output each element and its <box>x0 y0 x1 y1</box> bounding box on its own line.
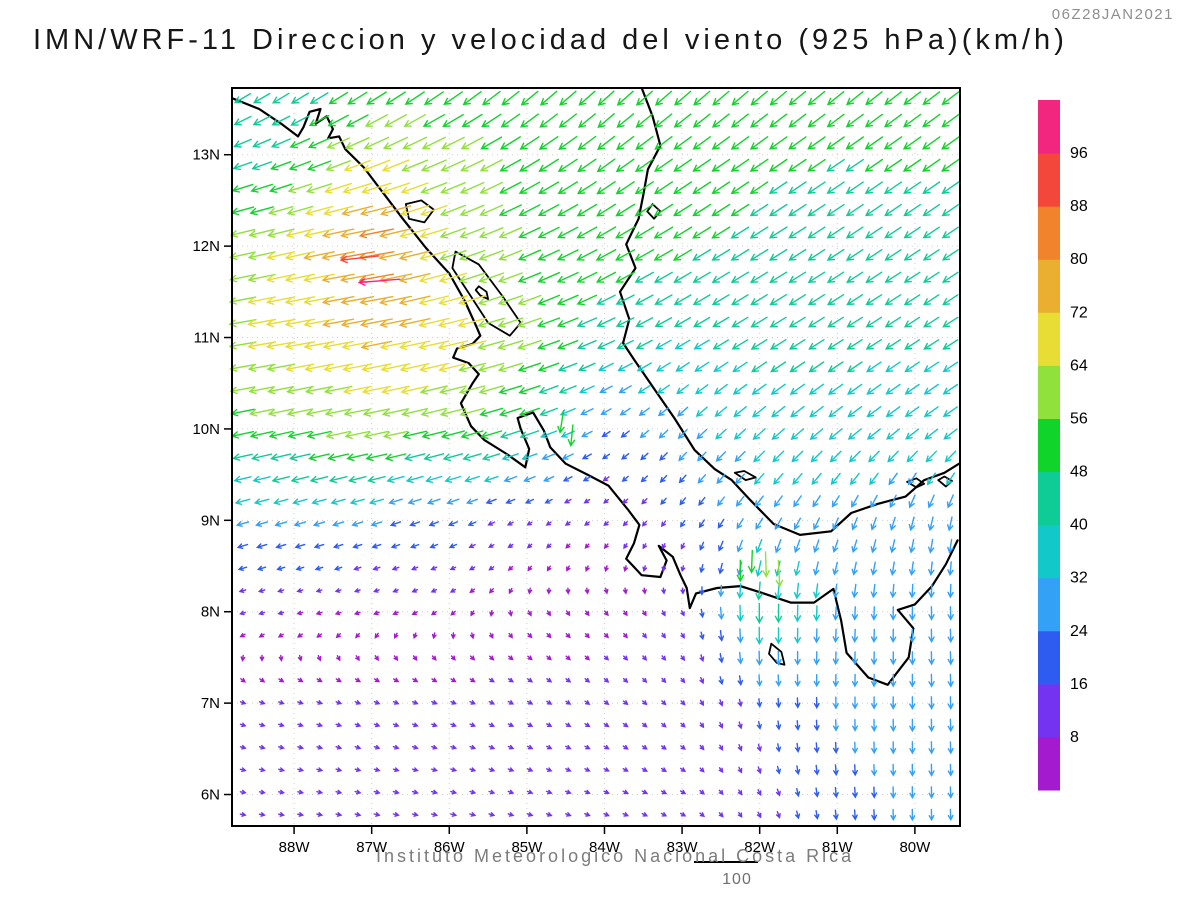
lon-tick-label: 88W <box>279 839 311 856</box>
colorbar-segment <box>1038 153 1060 207</box>
colorbar-segment <box>1038 524 1060 579</box>
colorbar-segment <box>1038 736 1060 791</box>
reference-vector-label: 100 <box>722 871 752 888</box>
axis-ticks-and-labels: 13N 12N 11N 10N 9N 8N 7N 6N 88W 87W 86W 85W 84W 83W 82… <box>192 147 931 856</box>
lon-tick-label: 86W <box>434 839 466 856</box>
colorbar-label: 56 <box>1070 411 1088 428</box>
colorbar-label: 16 <box>1070 676 1088 693</box>
lat-tick-label: 7N <box>201 695 220 712</box>
map-border <box>231 87 961 827</box>
colorbar-label: 8 <box>1070 729 1079 746</box>
chart-title: IMN/WRF-11 Direccion y velocidad del vie… <box>33 24 1068 56</box>
colorbar-label: 88 <box>1070 198 1088 215</box>
colorbar-segment <box>1038 577 1060 632</box>
lon-tick-label: 83W <box>667 839 699 856</box>
wind-vectors <box>228 90 960 822</box>
lon-tick-label: 81W <box>822 839 854 856</box>
colorbar-segment <box>1038 471 1060 526</box>
colorbar-segment <box>1038 365 1060 419</box>
colorbar-segment <box>1038 100 1060 154</box>
lat-tick-label: 11N <box>194 330 220 347</box>
colorbar-segment <box>1038 418 1060 473</box>
lat-tick-label: 6N <box>201 787 220 804</box>
valid-time-label: 06Z28JAN2021 <box>1051 6 1174 23</box>
lat-tick-label: 9N <box>201 512 220 529</box>
lon-tick-label: 80W <box>899 839 931 856</box>
colorbar-label: 48 <box>1070 464 1088 481</box>
lat-tick-label: 13N <box>192 147 220 164</box>
lon-tick-label: 84W <box>589 839 621 856</box>
coastlines <box>230 86 961 686</box>
colorbar-segment <box>1038 206 1060 260</box>
lon-tick-label: 85W <box>511 839 543 856</box>
institution-caption: Instituto Meteorologico Nacional Costa R… <box>376 846 855 866</box>
colorbar-segment <box>1038 630 1060 685</box>
colorbar-label: 24 <box>1070 623 1088 640</box>
lon-tick-label: 87W <box>356 839 388 856</box>
colorbar-label: 32 <box>1070 570 1088 587</box>
colorbar: 96 88 80 72 64 56 48 40 32 24 16 8 <box>1038 100 1088 791</box>
colorbar-label: 80 <box>1070 251 1088 268</box>
lat-tick-label: 12N <box>192 238 220 255</box>
colorbar-label: 40 <box>1070 517 1088 534</box>
colorbar-segment <box>1038 683 1060 738</box>
colorbar-label: 72 <box>1070 304 1088 321</box>
colorbar-label: 96 <box>1070 145 1088 162</box>
lat-tick-label: 10N <box>192 421 220 438</box>
lon-tick-label: 82W <box>744 839 776 856</box>
colorbar-segment <box>1038 259 1060 313</box>
colorbar-segment <box>1038 312 1060 366</box>
lat-tick-label: 8N <box>201 604 220 621</box>
colorbar-label: 64 <box>1070 357 1088 374</box>
